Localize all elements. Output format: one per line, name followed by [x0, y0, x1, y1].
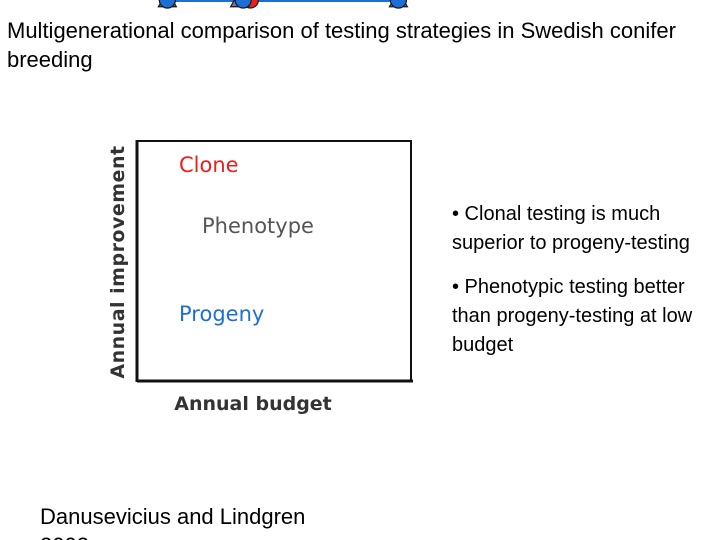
y-axis-label: Annual improvement — [107, 145, 129, 378]
x-axis-label: Annual budget — [174, 393, 332, 415]
point-progeny-1 — [158, 0, 176, 9]
plot-area-frame — [135, 140, 413, 383]
series-label-clone: Clone — [179, 153, 239, 177]
slide-title: Multigenerational comparison of testing … — [7, 18, 676, 72]
point-progeny-2 — [234, 0, 252, 9]
series-label-phenotype: Phenotype — [202, 214, 314, 238]
point-progeny-3 — [389, 0, 408, 9]
bullet-phenotypic: • Phenotypic testing better than progeny… — [452, 276, 693, 356]
bullet-clonal: • Clonal testing is much superior to pro… — [452, 203, 690, 254]
series-label-progeny: Progeny — [179, 302, 264, 326]
bullet-list: • Clonal testing is much superior to pro… — [452, 200, 714, 375]
citation: Danusevicius and Lindgren 2002 — [40, 504, 306, 540]
